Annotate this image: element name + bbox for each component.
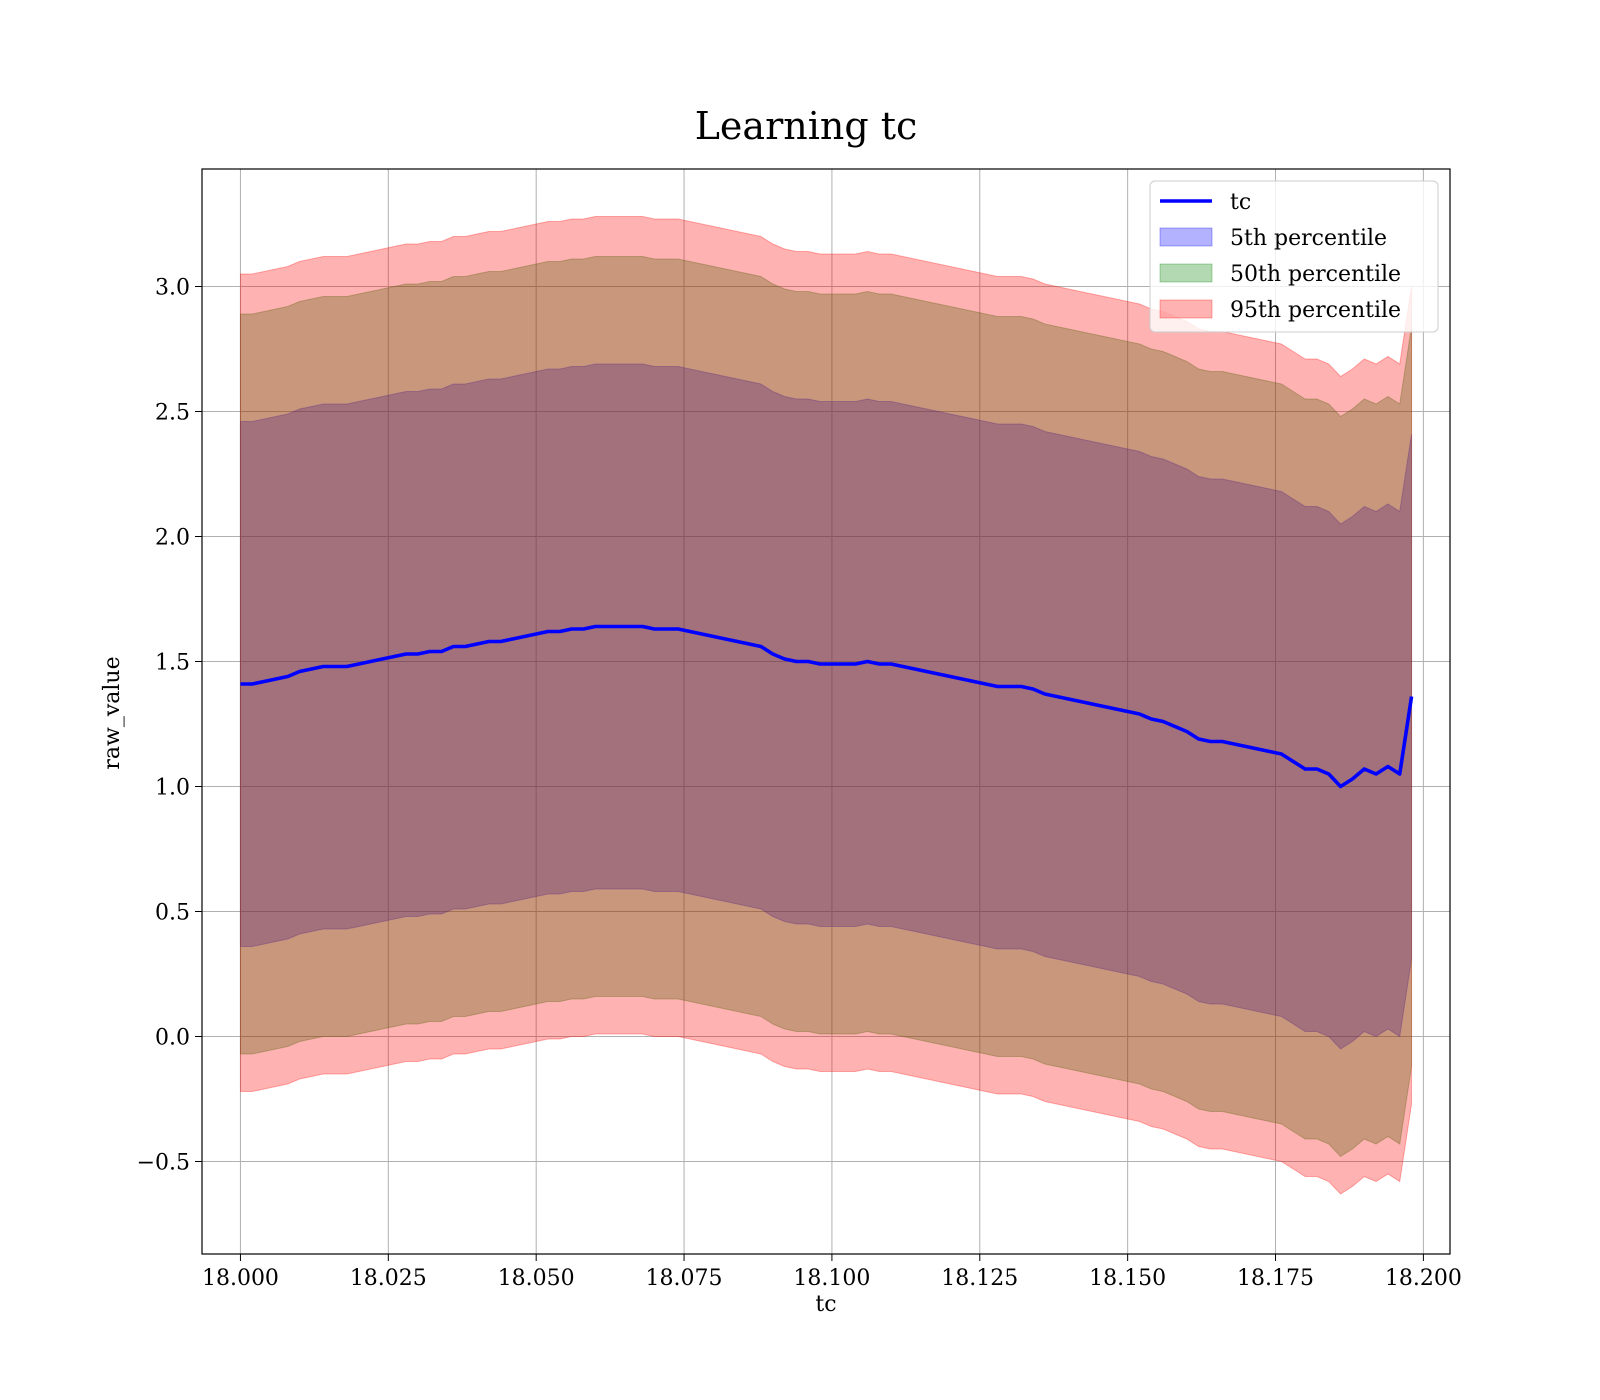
- legend: tc 5th percentile 50th percentile 95th perc…: [1149, 180, 1439, 333]
- band-50th-percentile: [239, 256, 1413, 1158]
- x-tick-label: 18.075: [646, 1266, 723, 1291]
- legend-label: 50th percentile: [1230, 262, 1401, 287]
- plot-frame: [201, 168, 1451, 1255]
- chart-title: Learning tc: [695, 104, 918, 148]
- legend-box: [1149, 180, 1439, 333]
- x-tick-label: 18.175: [1237, 1266, 1314, 1291]
- y-tick-label: 0.5: [155, 901, 190, 926]
- y-tick-label: 1.5: [155, 651, 190, 676]
- legend-label: 5th percentile: [1230, 226, 1387, 251]
- x-tick-label: 18.200: [1385, 1266, 1462, 1291]
- y-tick-label: 0.0: [155, 1026, 190, 1051]
- x-axis-label: tc: [815, 1292, 836, 1317]
- x-tick-label: 18.125: [941, 1266, 1018, 1291]
- y-tick-label: 2.5: [155, 401, 190, 426]
- series-lines: [240, 624, 1414, 789]
- line-tc: [240, 624, 1414, 789]
- band-5th-percentile: [239, 363, 1413, 1050]
- y-tick-label: 1.0: [155, 776, 190, 801]
- y-tick-label: 3.0: [155, 276, 190, 301]
- grid: [202, 169, 1450, 1254]
- legend-swatch-patch: [1159, 227, 1213, 247]
- band-95th-percentile: [239, 216, 1413, 1195]
- y-tick-label: 2.0: [155, 526, 190, 551]
- x-tick-label: 18.100: [793, 1266, 870, 1291]
- x-tick-label: 18.025: [350, 1266, 427, 1291]
- legend-swatch-patch: [1159, 263, 1213, 283]
- x-tick-label: 18.000: [202, 1266, 279, 1291]
- legend-label: 95th percentile: [1230, 298, 1401, 323]
- legend-swatch-patch: [1159, 299, 1213, 319]
- legend-label: tc: [1230, 190, 1251, 215]
- x-tick-label: 18.050: [498, 1266, 575, 1291]
- percentile-bands: [239, 216, 1413, 1195]
- y-tick-label: −0.5: [137, 1151, 190, 1176]
- y-axis-label: raw_value: [100, 656, 125, 769]
- x-tick-label: 18.150: [1089, 1266, 1166, 1291]
- axis-ticks: 18.000 18.025 18.050 18.075 18.100 18.125 18.1…: [137, 276, 1462, 1292]
